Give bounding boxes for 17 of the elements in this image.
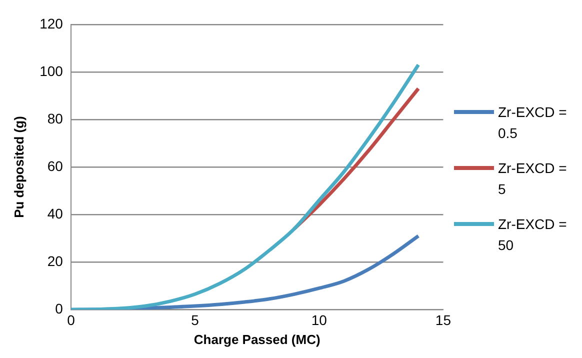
y-tick-label: 0 [55,300,64,316]
legend-label: Zr-EXCD = 50 [498,215,568,255]
x-axis-title: Charge Passed (MC) [194,332,320,347]
legend-label: Zr-EXCD = 0.5 [498,103,568,143]
y-tick-label: 100 [40,62,64,79]
y-tick-label: 120 [40,15,64,32]
y-tick-label: 60 [47,158,64,174]
y-tick-label: 40 [47,205,64,222]
legend-label: Zr-EXCD = 5 [498,159,568,199]
y-tick-label: 20 [47,252,64,269]
line-series [70,63,420,310]
x-tick-label: 10 [311,312,328,328]
x-tick-label: 5 [191,312,200,328]
x-tick-label: 15 [435,312,452,328]
y-tick-label: 80 [47,110,64,126]
x-tick-label: 0 [67,312,76,328]
y-axis-title: Pu deposited (g) [11,116,26,218]
